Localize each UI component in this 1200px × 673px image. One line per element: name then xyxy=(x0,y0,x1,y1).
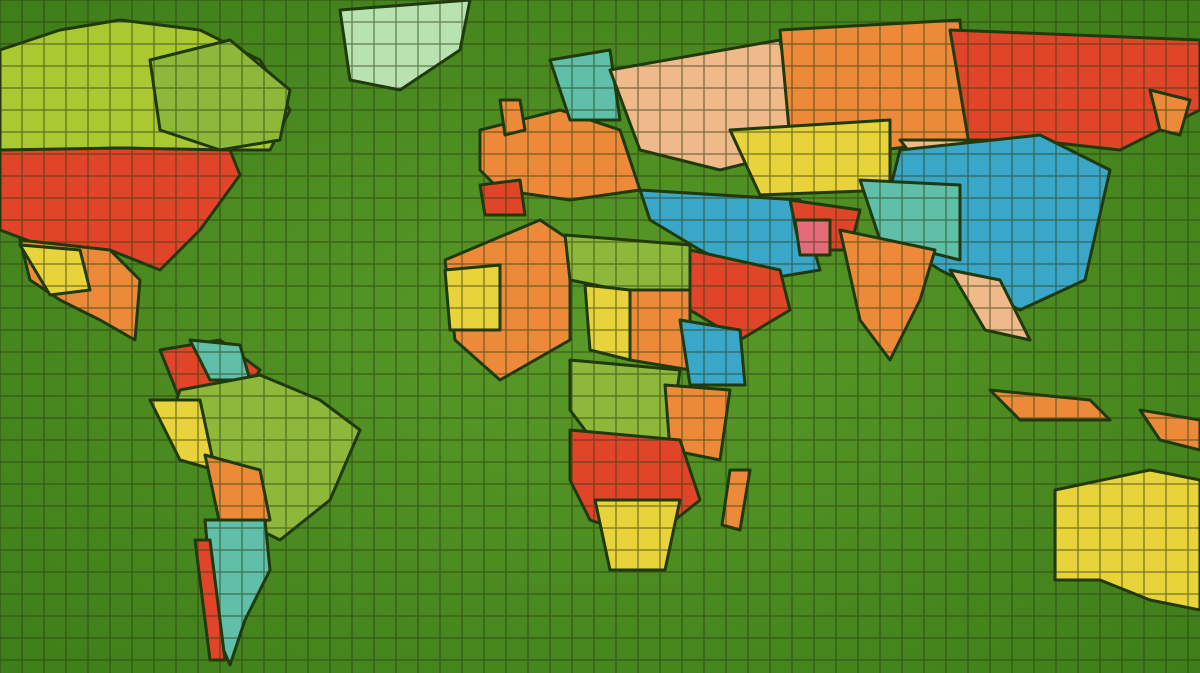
world-map xyxy=(0,0,1200,673)
tile-texture xyxy=(0,0,1200,673)
